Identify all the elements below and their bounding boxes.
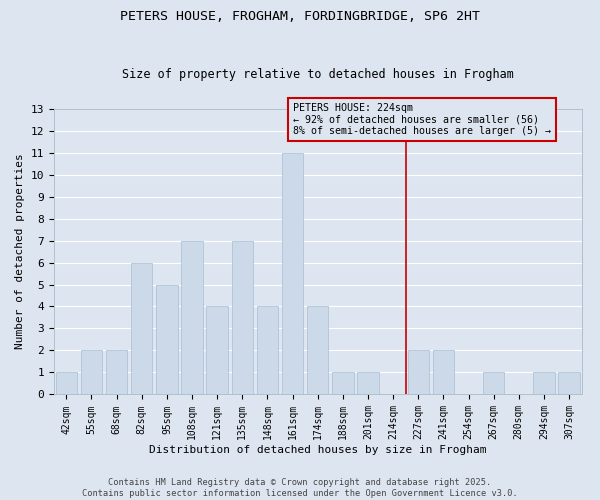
Bar bbox=[56, 372, 77, 394]
Bar bbox=[559, 372, 580, 394]
Bar bbox=[156, 284, 178, 395]
Bar bbox=[257, 306, 278, 394]
Bar bbox=[533, 372, 554, 394]
Bar bbox=[81, 350, 102, 395]
Text: PETERS HOUSE: 224sqm
← 92% of detached houses are smaller (56)
8% of semi-detach: PETERS HOUSE: 224sqm ← 92% of detached h… bbox=[293, 103, 551, 136]
Bar bbox=[181, 240, 203, 394]
X-axis label: Distribution of detached houses by size in Frogham: Distribution of detached houses by size … bbox=[149, 445, 487, 455]
Y-axis label: Number of detached properties: Number of detached properties bbox=[15, 154, 25, 350]
Bar bbox=[358, 372, 379, 394]
Bar bbox=[307, 306, 328, 394]
Bar bbox=[282, 152, 303, 394]
Bar bbox=[483, 372, 505, 394]
Title: Size of property relative to detached houses in Frogham: Size of property relative to detached ho… bbox=[122, 68, 514, 81]
Bar bbox=[332, 372, 353, 394]
Bar bbox=[206, 306, 228, 394]
Bar bbox=[232, 240, 253, 394]
Bar bbox=[106, 350, 127, 395]
Text: Contains HM Land Registry data © Crown copyright and database right 2025.
Contai: Contains HM Land Registry data © Crown c… bbox=[82, 478, 518, 498]
Text: PETERS HOUSE, FROGHAM, FORDINGBRIDGE, SP6 2HT: PETERS HOUSE, FROGHAM, FORDINGBRIDGE, SP… bbox=[120, 10, 480, 23]
Bar bbox=[131, 262, 152, 394]
Bar bbox=[407, 350, 429, 395]
Bar bbox=[433, 350, 454, 395]
